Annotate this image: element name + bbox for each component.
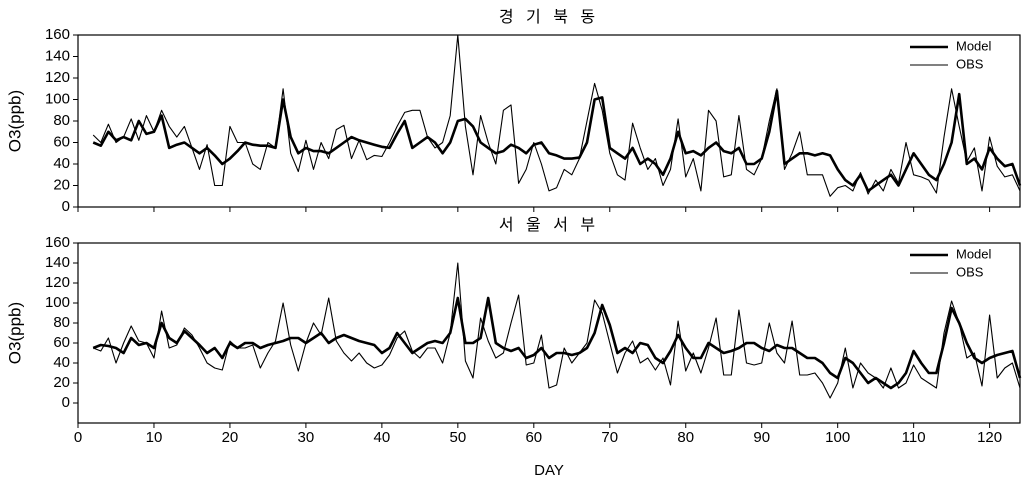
- x-tick-label: 0: [74, 429, 82, 446]
- y-tick-label: 60: [53, 133, 70, 150]
- x-tick-label: 70: [601, 429, 618, 446]
- x-tick-label: 60: [525, 429, 542, 446]
- y-tick-label: 0: [62, 394, 70, 411]
- y-tick-label: 120: [45, 69, 70, 86]
- y-tick-label: 140: [45, 254, 70, 271]
- x-tick-label: 100: [825, 429, 850, 446]
- y-tick-label: 160: [45, 26, 70, 43]
- y-tick-label: 40: [53, 155, 70, 172]
- legend-label: OBS: [956, 56, 984, 71]
- x-tick-label: 20: [222, 429, 239, 446]
- plot-frame: [77, 242, 1021, 424]
- legend-label: Model: [956, 246, 992, 261]
- x-tick-label: 80: [677, 429, 694, 446]
- y-tick-label: 0: [62, 198, 70, 215]
- y-tick-label: 140: [45, 47, 70, 64]
- x-tick-label: 120: [977, 429, 1002, 446]
- x-axis-label: DAY: [534, 462, 564, 479]
- series-line: [92, 89, 1022, 193]
- x-tick-label: 90: [753, 429, 770, 446]
- x-tick-label: 110: [902, 429, 926, 446]
- y-tick-label: 160: [45, 234, 70, 251]
- series-line: [92, 34, 1021, 197]
- series-line: [92, 262, 1021, 399]
- y-tick-label: 60: [53, 334, 70, 351]
- legend-label: OBS: [956, 264, 984, 279]
- y-axis-label: O3(ppb): [5, 90, 24, 152]
- chart-title: 서 울 서 부: [499, 216, 599, 234]
- y-tick-label: 80: [53, 314, 70, 331]
- series-line: [92, 296, 1022, 390]
- y-tick-label: 20: [53, 374, 70, 391]
- chart-title: 경 기 북 동: [499, 8, 599, 26]
- y-tick-label: 20: [53, 176, 70, 193]
- plot-frame: [77, 34, 1021, 208]
- y-tick-label: 80: [53, 112, 70, 129]
- x-tick-label: 30: [298, 429, 315, 446]
- y-tick-label: 120: [45, 274, 70, 291]
- x-tick-label: 50: [449, 429, 466, 446]
- x-tick-label: 10: [146, 429, 163, 446]
- y-axis-label: O3(ppb): [5, 302, 24, 364]
- y-tick-label: 100: [45, 90, 70, 107]
- y-tick-label: 100: [45, 294, 70, 311]
- x-tick-label: 40: [374, 429, 391, 446]
- legend-label: Model: [956, 38, 992, 53]
- y-tick-label: 40: [53, 354, 70, 371]
